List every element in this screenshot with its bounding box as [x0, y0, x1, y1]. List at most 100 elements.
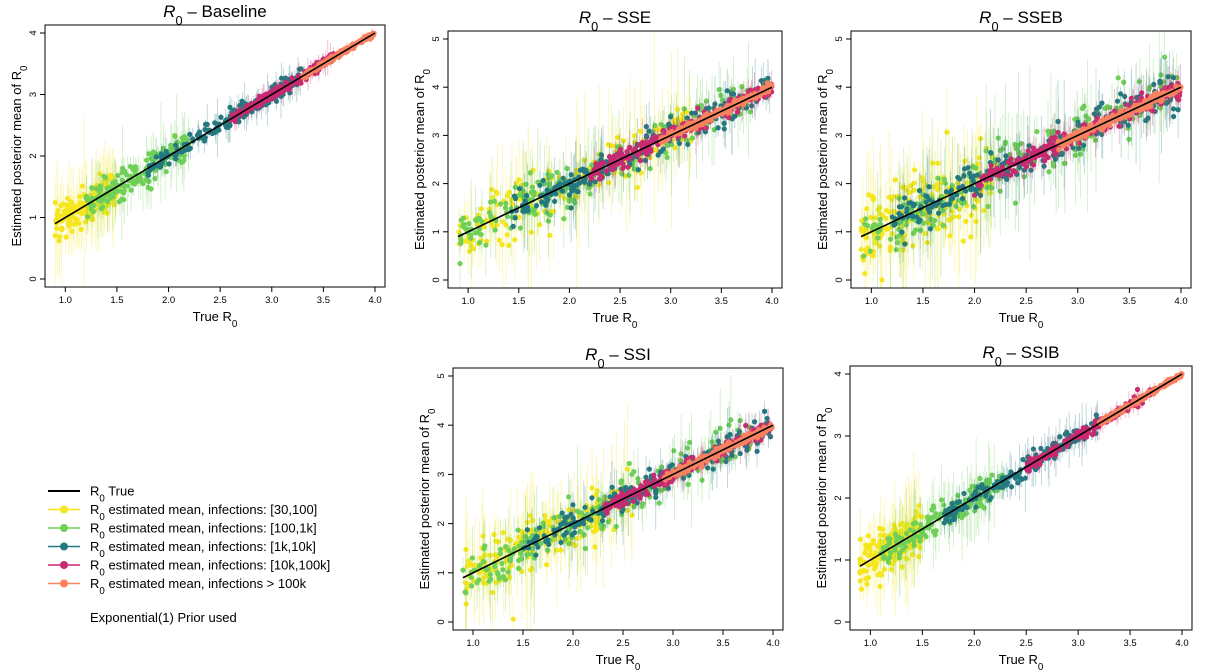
data-point [873, 240, 879, 246]
panel-sse: 1.0 1.5 2.0 2.5 3.0 3.5 4.0 0 1 2 3 4 5 R0 – SSE True … [412, 8, 783, 331]
data-point [187, 131, 193, 137]
data-point [499, 219, 506, 225]
data-point [614, 134, 620, 141]
data-point [637, 158, 643, 164]
data-point [477, 239, 483, 246]
data-point [478, 231, 484, 238]
data-point [472, 230, 478, 236]
data-point [749, 103, 755, 109]
data-point [900, 184, 906, 190]
data-point [236, 119, 242, 125]
data-point [911, 180, 917, 186]
data-point [503, 200, 509, 206]
data-point [879, 277, 885, 283]
data-point [642, 157, 649, 164]
data-point [460, 215, 466, 221]
data-point [487, 199, 494, 205]
data-point [494, 222, 500, 228]
data-point [599, 174, 605, 180]
plot-frame [447, 30, 783, 289]
chart-title: R0 – SSE [579, 8, 651, 34]
data-point [143, 177, 149, 183]
data-point [877, 243, 883, 249]
data-point [617, 146, 624, 152]
data-point [554, 169, 560, 175]
data-point [1115, 75, 1121, 81]
data-point [181, 133, 188, 140]
data-point [523, 193, 530, 199]
data-point [468, 243, 474, 249]
x-tick-label: 3.0 [265, 295, 278, 306]
data-point [572, 182, 579, 188]
data-point [516, 186, 523, 192]
y-tick-label: 5 [431, 36, 442, 41]
x-axis: 1.0 1.5 2.0 2.5 3.0 3.5 4.0 [462, 288, 779, 307]
plot-area [858, 31, 1184, 288]
data-point [523, 181, 529, 187]
data-point [917, 227, 924, 233]
data-point [78, 226, 84, 233]
data-point [660, 128, 666, 134]
data-point [716, 87, 722, 93]
data-point [509, 201, 515, 207]
data-point [53, 216, 59, 223]
data-point [921, 220, 927, 226]
data-point [689, 135, 696, 141]
data-point [496, 237, 502, 243]
data-point [889, 231, 895, 237]
data-point [634, 184, 640, 190]
data-point [934, 225, 940, 231]
data-point [940, 222, 946, 228]
data-point [631, 133, 638, 139]
plot-area [52, 27, 377, 287]
data-point [1021, 174, 1027, 180]
data-point [79, 183, 86, 189]
data-point [976, 155, 983, 161]
data-point [102, 174, 108, 181]
data-point [533, 203, 540, 209]
data-point [870, 253, 876, 259]
data-point [971, 204, 977, 210]
data-point [125, 183, 131, 189]
data-point [747, 109, 753, 115]
data-point [944, 129, 950, 135]
data-point [758, 78, 765, 84]
data-point [973, 165, 979, 171]
data-point [962, 199, 968, 206]
data-point [1046, 169, 1052, 175]
data-point [543, 202, 549, 208]
data-point [589, 162, 595, 168]
data-point [692, 124, 698, 131]
data-point [669, 141, 675, 148]
x-tick-label: 2.0 [162, 295, 175, 306]
data-point [929, 160, 936, 166]
data-point [1072, 152, 1078, 158]
data-point [611, 153, 617, 159]
data-point [940, 208, 946, 214]
true-line [54, 32, 376, 225]
data-point [561, 195, 568, 202]
data-point [101, 209, 107, 216]
data-point [218, 114, 224, 120]
data-point [289, 75, 295, 81]
data-point [861, 253, 867, 259]
data-point [955, 214, 962, 220]
data-point [643, 133, 650, 139]
data-point [568, 205, 574, 211]
data-point [560, 175, 566, 181]
data-point [96, 188, 103, 194]
y-tick-label: 0 [431, 277, 442, 282]
data-point [886, 194, 892, 200]
data-point [239, 98, 245, 104]
x-tick-label: 3.0 [664, 296, 677, 307]
data-point [497, 201, 504, 207]
data-point [1137, 112, 1143, 119]
data-point [1136, 79, 1142, 85]
data-point [681, 106, 687, 112]
data-point [755, 85, 761, 91]
data-point [582, 176, 588, 182]
plot-area [456, 31, 775, 288]
data-point [460, 223, 466, 229]
data-point [122, 168, 128, 174]
data-point [911, 187, 917, 193]
